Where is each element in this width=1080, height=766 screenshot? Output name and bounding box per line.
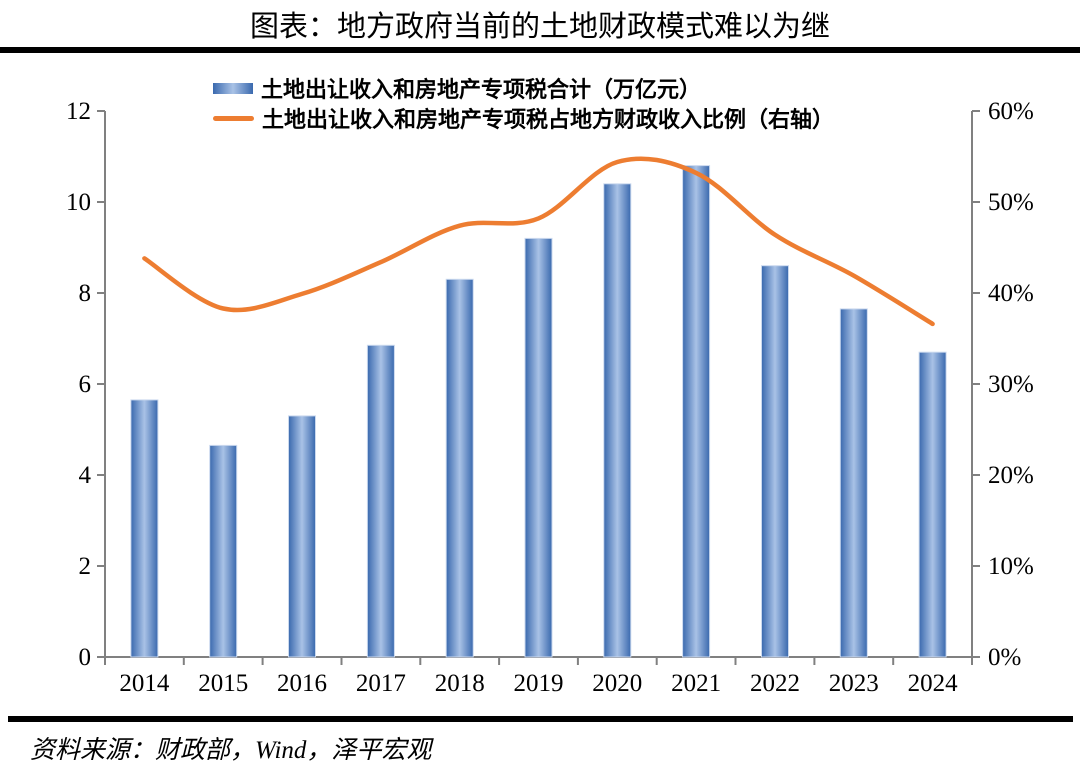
left-axis-label: 0 [79, 644, 92, 671]
legend-bar-label: 土地出让收入和房地产专项税合计（万亿元） [261, 77, 702, 102]
bar-2020 [603, 183, 632, 658]
left-axis-label: 4 [79, 462, 92, 489]
bar-2014 [130, 399, 159, 658]
source-note: 资料来源：财政部，Wind，泽平宏观 [30, 737, 432, 764]
right-axis-label: 40% [988, 280, 1034, 307]
x-axis-label-2020: 2020 [592, 670, 642, 697]
bottom-divider [8, 716, 1073, 722]
legend-line-label: 土地出让收入和房地产专项税占地方财政收入比例（右轴） [262, 107, 835, 132]
x-axis-label-2024: 2024 [908, 670, 959, 697]
x-axis-label-2014: 2014 [119, 670, 170, 697]
right-axis-label: 50% [988, 189, 1034, 216]
bar-2016 [288, 415, 316, 658]
bar-2021 [682, 165, 711, 658]
right-axis-label: 0% [988, 644, 1021, 671]
left-axis-label: 10 [66, 189, 91, 216]
left-axis-label: 12 [66, 98, 91, 125]
x-axis-label-2015: 2015 [198, 670, 248, 697]
top-divider [0, 47, 1080, 53]
x-axis-label-2016: 2016 [277, 670, 327, 697]
x-axis-label-2021: 2021 [671, 670, 721, 697]
left-axis-label: 2 [79, 553, 92, 580]
x-axis-label-2018: 2018 [435, 670, 485, 697]
right-axis-label: 30% [988, 371, 1034, 398]
chart-title: 图表：地方政府当前的土地财政模式难以为继 [249, 11, 830, 43]
x-axis-label-2023: 2023 [829, 670, 879, 697]
x-axis-label-2017: 2017 [356, 670, 406, 697]
right-axis-label: 10% [988, 553, 1034, 580]
bar-2018 [445, 278, 474, 658]
left-axis-label: 6 [79, 371, 92, 398]
bar-2019 [524, 237, 553, 658]
right-axis-label: 60% [988, 98, 1034, 125]
bar-2022 [761, 265, 789, 658]
legend-item-line: 土地出让收入和房地产专项税占地方财政收入比例（右轴） [213, 103, 834, 133]
x-axis-label-2022: 2022 [750, 670, 800, 697]
left-axis-label: 8 [79, 280, 92, 307]
bar-2017 [366, 344, 395, 658]
x-axis-label-2019: 2019 [514, 670, 564, 697]
legend-line-swatch-icon [213, 115, 254, 121]
bar-2024 [918, 351, 947, 658]
legend-item-bar: 土地出让收入和房地产专项税合计（万亿元） [213, 73, 834, 103]
ratio-line [142, 156, 935, 327]
legend-bar-swatch-icon [213, 82, 253, 94]
chart-legend: 土地出让收入和房地产专项税合计（万亿元） 土地出让收入和房地产专项税占地方财政收… [213, 73, 834, 133]
bar-2015 [209, 444, 238, 658]
right-axis-label: 20% [988, 462, 1034, 489]
bar-2023 [839, 308, 868, 658]
